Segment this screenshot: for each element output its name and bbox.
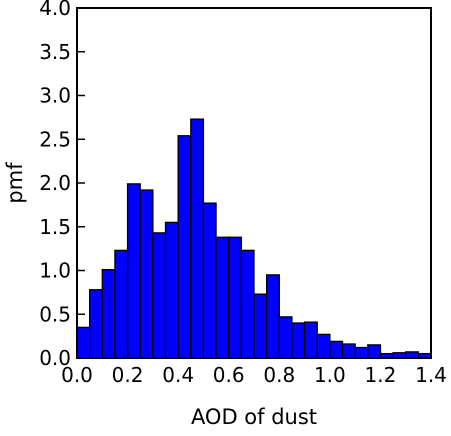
y-tick-label: 1.0: [39, 259, 71, 283]
histogram-bar: [139, 189, 154, 359]
histogram-bar: [177, 135, 192, 359]
x-tick-label: 0.8: [263, 363, 295, 387]
x-tick-label: 1.0: [314, 363, 346, 387]
histogram-bar: [101, 268, 116, 359]
y-tick-label: 0.5: [39, 302, 71, 326]
y-tick-label: 2.5: [39, 127, 71, 151]
histogram-bar: [265, 274, 280, 359]
histogram-bar: [202, 202, 217, 359]
histogram-bar: [88, 289, 103, 359]
x-tick-label: 0.6: [213, 363, 245, 387]
histogram-bar: [253, 293, 268, 359]
x-tick-label: 0.0: [61, 363, 93, 387]
histogram-bar: [215, 236, 230, 359]
x-tick-label: 0.4: [162, 363, 194, 387]
histogram-bar: [278, 316, 293, 359]
histogram-bar: [228, 236, 243, 359]
y-tick-label: 1.5: [39, 215, 71, 239]
x-axis-ticks: 0.0 0.2 0.4 0.6 0.8 1.0 1.2 1.4: [61, 350, 447, 387]
y-tick-label: 0.0: [39, 346, 71, 370]
y-tick-label: 2.0: [39, 171, 71, 195]
histogram-bar: [240, 249, 255, 359]
histogram-bar: [126, 183, 141, 359]
histogram-bar: [190, 118, 205, 359]
histogram-bar: [329, 340, 344, 359]
histogram-bar: [164, 221, 179, 359]
histogram-bar: [354, 346, 369, 359]
histogram-bar: [152, 232, 167, 359]
y-tick-label: 3.5: [39, 40, 71, 64]
histogram-bar: [341, 343, 356, 359]
histogram-bar: [316, 333, 331, 359]
y-tick-label: 3.0: [39, 84, 71, 108]
x-tick-label: 0.2: [112, 363, 144, 387]
histogram-bar: [76, 326, 91, 359]
y-tick-label: 4.0: [39, 0, 71, 20]
x-tick-label: 1.4: [415, 363, 447, 387]
x-tick-label: 1.2: [365, 363, 397, 387]
histogram-bar: [367, 344, 382, 359]
y-axis-ticks: 0.0 0.5 1.0 1.5 2.0 2.5 3.0 3.5 4.0: [39, 0, 85, 370]
bars-group: [76, 118, 432, 359]
y-axis-label: pmf: [3, 162, 27, 204]
histogram-bar: [303, 321, 318, 359]
histogram-bar: [291, 322, 306, 359]
x-axis-label: AOD of dust: [191, 405, 317, 429]
histogram-bar: [114, 249, 129, 359]
